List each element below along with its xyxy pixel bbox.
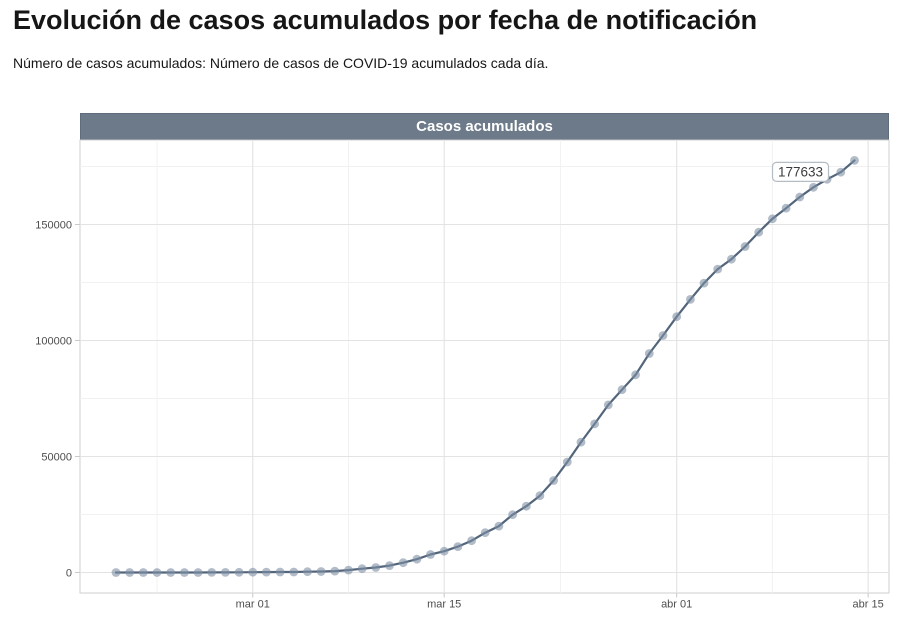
data-point — [699, 278, 709, 288]
data-point — [412, 554, 422, 564]
data-point — [521, 501, 531, 511]
data-point — [740, 242, 750, 251]
data-point — [781, 203, 791, 213]
data-point — [494, 521, 504, 531]
data-point — [357, 564, 367, 574]
data-point — [768, 214, 777, 224]
data-point — [809, 182, 818, 192]
x-tick-label: abr 15 — [853, 599, 884, 611]
page-subtitle: Número de casos acumulados: Número de ca… — [13, 55, 549, 71]
panel-background — [79, 139, 890, 594]
axis-ticks — [75, 224, 869, 598]
x-tick-label: mar 01 — [236, 599, 270, 611]
plot-area: 0 50000 100000 150000 mar 01 mar 15 abr 01 abr … — [35, 139, 890, 611]
data-point — [221, 568, 230, 577]
data-point — [316, 567, 326, 576]
data-point — [152, 568, 162, 577]
data-point — [426, 550, 435, 559]
data-point — [111, 568, 121, 577]
data-point — [385, 561, 394, 570]
data-point — [727, 254, 736, 264]
last-value-label: 177633 — [771, 161, 830, 182]
y-tick-label: 100000 — [35, 335, 72, 347]
x-tick-label: mar 15 — [427, 599, 461, 611]
data-point — [330, 566, 340, 576]
x-tick-label: abr 01 — [661, 599, 692, 611]
data-point — [234, 567, 244, 577]
data-point — [371, 563, 381, 572]
data-point — [590, 419, 599, 429]
data-point — [289, 567, 299, 577]
data-point — [562, 457, 572, 467]
data-point — [138, 568, 148, 577]
data-point — [617, 385, 627, 395]
data-point — [439, 546, 449, 556]
grid-major — [80, 140, 889, 593]
data-point — [193, 568, 203, 577]
data-point — [125, 568, 135, 577]
data-point — [754, 227, 764, 237]
data-point — [180, 568, 189, 577]
series-points — [111, 156, 859, 577]
data-point — [672, 312, 682, 322]
data-point — [686, 295, 695, 304]
data-point — [303, 567, 312, 577]
data-point — [644, 349, 654, 358]
chart-strip-title: Casos acumulados — [416, 118, 553, 135]
data-point — [453, 542, 463, 551]
data-point — [850, 156, 859, 165]
data-point — [713, 264, 723, 274]
data-point — [344, 565, 353, 575]
data-point — [262, 567, 271, 577]
data-point — [603, 400, 613, 410]
data-point — [248, 567, 258, 577]
data-point — [631, 370, 640, 380]
data-point — [207, 568, 217, 577]
y-tick-label: 150000 — [35, 219, 72, 231]
last-value-label-text: 177633 — [778, 164, 823, 179]
data-point — [398, 558, 408, 568]
data-point — [508, 510, 517, 520]
data-point — [836, 167, 846, 177]
data-point — [480, 528, 490, 538]
data-point — [795, 192, 805, 202]
chart-facet-strip: Casos acumulados — [80, 113, 889, 140]
data-point — [467, 536, 476, 546]
data-point — [535, 491, 545, 501]
page-title: Evolución de casos acumulados por fecha … — [13, 5, 758, 35]
data-point — [275, 567, 285, 577]
data-point — [658, 331, 668, 340]
data-point — [549, 476, 558, 485]
data-point — [166, 568, 176, 577]
last-value-label-box — [771, 161, 830, 182]
y-tick-label: 0 — [66, 567, 72, 579]
y-tick-label: 50000 — [41, 451, 72, 463]
data-point — [576, 437, 586, 447]
